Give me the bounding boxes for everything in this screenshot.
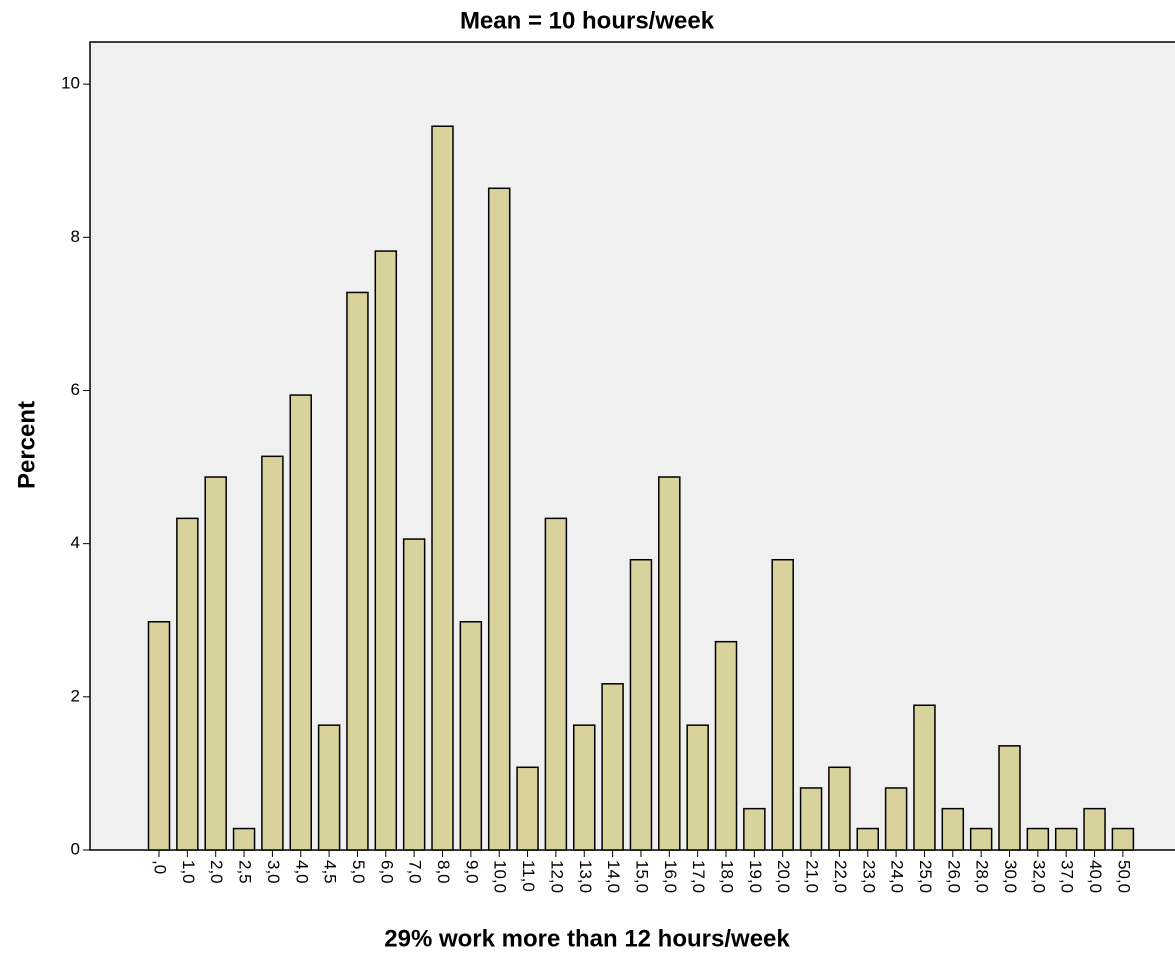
bar (884, 787, 908, 851)
bar (431, 125, 454, 851)
x-tick-label: 21,0 (803, 860, 822, 893)
x-tick-label: 32,0 (1029, 860, 1048, 893)
x-tick-label: 5,0 (349, 860, 368, 884)
x-tick-label: 12,0 (547, 860, 566, 893)
bar (1083, 807, 1106, 851)
bar (601, 683, 624, 851)
bar (799, 787, 823, 851)
x-tick-label: 26,0 (944, 860, 963, 893)
x-tick-label: 37,0 (1058, 860, 1077, 893)
x-tick-label: 24,0 (888, 860, 907, 893)
x-tick-label: 30,0 (1001, 860, 1020, 893)
y-tick-label: 8 (71, 227, 80, 246)
y-tick-label: 2 (71, 686, 80, 705)
y-tick-label: 6 (71, 380, 80, 399)
bar (1054, 827, 1078, 851)
x-tick-label: 2,0 (207, 860, 226, 884)
x-tick-label: 23,0 (859, 860, 878, 893)
bar (487, 187, 511, 851)
x-tick-label: 8,0 (434, 860, 453, 884)
x-tick-label: 11,0 (519, 860, 538, 892)
bar (828, 766, 851, 851)
bar (516, 766, 539, 851)
bar (261, 455, 284, 851)
x-tick-label: 14,0 (604, 860, 623, 893)
bar (346, 291, 369, 851)
bar (658, 476, 681, 851)
x-tick-label: 18,0 (718, 860, 737, 893)
bar (1026, 827, 1050, 851)
bar (856, 827, 879, 851)
bar (147, 621, 171, 851)
x-tick-label: 20,0 (774, 860, 793, 893)
x-tick-label: 17,0 (689, 860, 708, 893)
x-tick-label: 4,5 (321, 860, 340, 884)
x-tick-label: 9,0 (462, 860, 481, 884)
y-tick-label: 4 (71, 533, 80, 552)
x-tick-label: 50,0 (1114, 860, 1133, 893)
bar (913, 704, 936, 851)
y-tick-label: 0 (71, 839, 80, 858)
x-tick-label: 1,0 (179, 860, 198, 884)
x-tick-label: 28,0 (973, 860, 992, 893)
bar (176, 517, 199, 851)
bar (317, 724, 341, 851)
bar (714, 640, 738, 851)
chart-title: Mean = 10 hours/week (460, 7, 715, 34)
bar (771, 558, 794, 851)
bar (743, 807, 766, 851)
x-tick-label: 16,0 (661, 860, 680, 893)
bar (998, 745, 1021, 851)
bar (686, 724, 709, 851)
x-tick-label: 6,0 (377, 860, 396, 884)
x-axis-label: 29% work more than 12 hours/week (384, 925, 790, 952)
bar (204, 476, 227, 851)
x-tick-label: 3,0 (264, 860, 283, 884)
x-tick-label: 15,0 (632, 860, 651, 893)
bar (969, 827, 993, 851)
bar (289, 394, 312, 851)
x-tick-label: 10,0 (491, 860, 510, 893)
bar (374, 250, 398, 851)
y-axis-label: Percent (13, 401, 40, 489)
x-tick-label: 40,0 (1086, 860, 1105, 893)
x-tick-label: ,0 (151, 860, 170, 874)
bar (402, 538, 426, 851)
x-tick-label: 2,5 (236, 860, 255, 884)
bar (1111, 827, 1135, 851)
y-tick-label: 10 (61, 74, 80, 93)
x-tick-label: 7,0 (406, 860, 425, 884)
bar (941, 807, 965, 851)
bar (544, 517, 568, 851)
x-tick-label: 4,0 (292, 860, 311, 884)
x-tick-label: 25,0 (916, 860, 935, 893)
bar (629, 558, 653, 851)
x-tick-label: 13,0 (576, 860, 595, 893)
bar (459, 621, 483, 851)
x-tick-label: 19,0 (746, 860, 765, 893)
x-tick-label: 22,0 (831, 860, 850, 893)
bar (232, 827, 256, 851)
bar (573, 724, 596, 851)
